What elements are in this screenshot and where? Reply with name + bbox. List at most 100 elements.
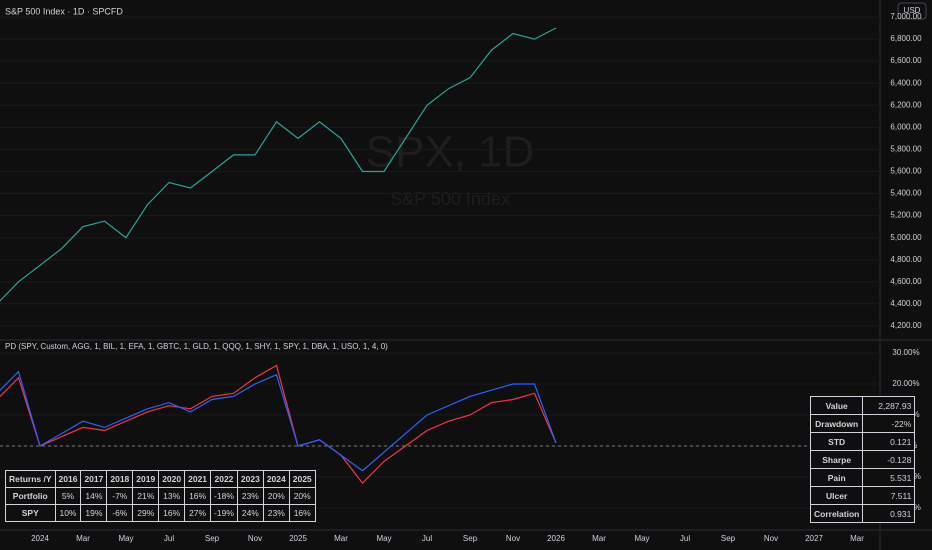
table-row: Drawdown -22% xyxy=(809,414,916,433)
table-cell: 7.511 xyxy=(862,486,916,505)
table-cell: 16% xyxy=(158,504,186,522)
x-tick-label: Jul xyxy=(164,534,174,543)
table-cell: 19% xyxy=(80,504,108,522)
table-cell: 13% xyxy=(158,487,186,505)
table-cell: -19% xyxy=(210,504,238,522)
table-cell: Value xyxy=(809,396,864,415)
y-tick-label: 5,400.00 xyxy=(890,189,922,198)
x-tick-label: Mar xyxy=(76,534,90,543)
x-tick-label: Nov xyxy=(764,534,778,543)
table-cell: Pain xyxy=(809,468,864,487)
table-cell: 2019 xyxy=(132,470,160,488)
y-tick-label: 6,800.00 xyxy=(890,34,922,43)
y-tick-label: 6,400.00 xyxy=(890,78,922,87)
table-cell: Returns /Y xyxy=(5,470,56,488)
table-row: Portfolio 5% 14% -7% 21% 13% 16% -18% 23% 20% 20% xyxy=(5,487,316,505)
table-cell: 0.121 xyxy=(862,432,916,451)
data-line xyxy=(0,364,557,485)
y-tick-label: 4,600.00 xyxy=(890,277,922,286)
table-cell: 27% xyxy=(184,504,212,522)
x-tick-label: May xyxy=(376,534,391,543)
stats-table: Value 2,287.93 Drawdown -22% STD 0.121 Sharpe -… xyxy=(809,396,916,523)
table-cell: 10% xyxy=(54,504,82,522)
table-cell: 24% xyxy=(236,504,264,522)
table-cell: Correlation xyxy=(809,504,864,523)
table-cell: Sharpe xyxy=(809,450,864,469)
indicator-title: PD (SPY, Custom, AGG, 1, BIL, 1, EFA, 1,… xyxy=(5,342,388,351)
table-cell: 5% xyxy=(54,487,82,505)
table-cell: 2018 xyxy=(106,470,134,488)
table-cell: 20% xyxy=(288,487,316,505)
table-cell: Portfolio xyxy=(5,487,56,505)
table-cell: 2020 xyxy=(158,470,186,488)
table-row: Value 2,287.93 xyxy=(809,396,916,415)
x-tick-label: Mar xyxy=(850,534,864,543)
table-cell: 2024 xyxy=(262,470,290,488)
table-row: Pain 5.531 xyxy=(809,468,916,487)
table-cell: -18% xyxy=(210,487,238,505)
x-tick-label: Mar xyxy=(592,534,606,543)
table-cell: 5.531 xyxy=(862,468,916,487)
x-tick-label: Jul xyxy=(422,534,432,543)
data-line xyxy=(0,370,557,472)
table-cell: 2021 xyxy=(184,470,212,488)
watermark-subtitle: S&P 500 Index xyxy=(390,189,510,209)
table-cell: Drawdown xyxy=(809,414,864,433)
y-tick-label: 4,200.00 xyxy=(890,321,922,330)
data-line xyxy=(0,27,557,302)
table-cell: Ulcer xyxy=(809,486,864,505)
table-row: Correlation 0.931 xyxy=(809,504,916,523)
table-cell: -6% xyxy=(106,504,134,522)
y-tick-label: 6,600.00 xyxy=(890,56,922,65)
table-cell: 23% xyxy=(262,504,290,522)
y-tick-label: 4,400.00 xyxy=(890,299,922,308)
y-tick-label: 30.00% xyxy=(892,348,919,357)
x-tick-label: Jul xyxy=(680,534,690,543)
table-cell: STD xyxy=(809,432,864,451)
watermark: SPX, 1D xyxy=(366,128,535,177)
x-tick-label: Sep xyxy=(721,534,736,543)
table-cell: 16% xyxy=(288,504,316,522)
x-tick-label: 2026 xyxy=(547,534,565,543)
table-cell: 0.931 xyxy=(862,504,916,523)
x-tick-label: 2027 xyxy=(805,534,823,543)
x-tick-label: Sep xyxy=(205,534,220,543)
table-cell: 20% xyxy=(262,487,290,505)
table-cell: 2,287.93 xyxy=(862,396,916,415)
x-tick-label: May xyxy=(118,534,133,543)
y-tick-label: 5,800.00 xyxy=(890,145,922,154)
x-tick-label: May xyxy=(634,534,649,543)
table-row: SPY 10% 19% -6% 29% 16% 27% -19% 24% 23% 16% xyxy=(5,504,316,522)
table-cell: 2016 xyxy=(54,470,82,488)
x-tick-label: Nov xyxy=(506,534,520,543)
x-tick-label: 2025 xyxy=(289,534,307,543)
y-tick-label: 6,000.00 xyxy=(890,122,922,131)
y-tick-label: 5,000.00 xyxy=(890,233,922,242)
table-cell: 23% xyxy=(236,487,264,505)
table-cell: -7% xyxy=(106,487,134,505)
table-cell: SPY xyxy=(5,504,56,522)
table-cell: 2017 xyxy=(80,470,108,488)
currency[interactable]: USD xyxy=(904,6,921,15)
table-row: STD 0.121 xyxy=(809,432,916,451)
y-tick-label: 5,200.00 xyxy=(890,211,922,220)
table-row: Returns /Y 2016 2017 2018 2019 2020 2021 2022 20… xyxy=(5,470,316,488)
table-cell: 29% xyxy=(132,504,160,522)
chart-title: S&P 500 Index · 1D · SPCFD xyxy=(5,6,123,16)
table-row: Sharpe -0.128 xyxy=(809,450,916,469)
table-cell: 14% xyxy=(80,487,108,505)
x-tick-label: 2024 xyxy=(31,534,49,543)
currency-button[interactable] xyxy=(897,2,927,20)
table-cell: -22% xyxy=(862,414,916,433)
y-tick-label: 4,800.00 xyxy=(890,255,922,264)
table-cell: 16% xyxy=(184,487,212,505)
x-tick-label: Sep xyxy=(463,534,478,543)
y-tick-label: 6,200.00 xyxy=(890,100,922,109)
y-tick-label: 7,000.00 xyxy=(890,12,922,21)
y-tick-label: 20.00% xyxy=(892,379,919,388)
table-cell: 2023 xyxy=(236,470,264,488)
y-tick-label: 5,600.00 xyxy=(890,167,922,176)
